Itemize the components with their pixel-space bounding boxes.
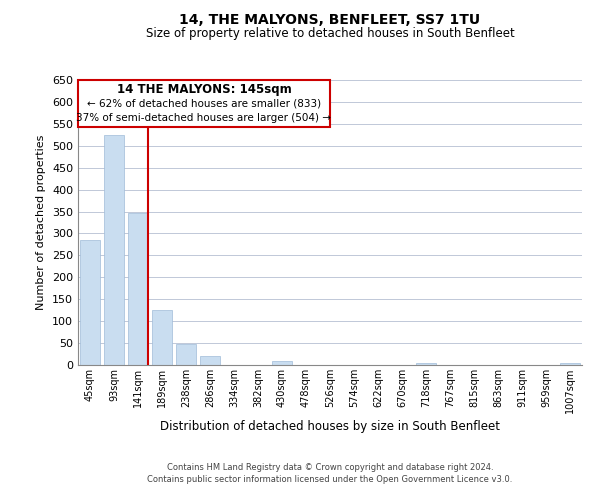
Text: ← 62% of detached houses are smaller (833): ← 62% of detached houses are smaller (83… <box>87 98 321 108</box>
Bar <box>152 310 172 365</box>
Bar <box>128 213 148 365</box>
Bar <box>176 344 196 365</box>
Text: Size of property relative to detached houses in South Benfleet: Size of property relative to detached ho… <box>146 28 514 40</box>
Bar <box>560 363 580 365</box>
Bar <box>200 356 220 365</box>
Text: 14 THE MALYONS: 145sqm: 14 THE MALYONS: 145sqm <box>116 83 292 96</box>
Bar <box>80 240 100 365</box>
Y-axis label: Number of detached properties: Number of detached properties <box>37 135 46 310</box>
X-axis label: Distribution of detached houses by size in South Benfleet: Distribution of detached houses by size … <box>160 420 500 433</box>
Bar <box>104 135 124 365</box>
Bar <box>272 362 292 365</box>
Text: 37% of semi-detached houses are larger (504) →: 37% of semi-detached houses are larger (… <box>77 113 331 123</box>
Text: Contains HM Land Registry data © Crown copyright and database right 2024.: Contains HM Land Registry data © Crown c… <box>167 464 493 472</box>
Text: 14, THE MALYONS, BENFLEET, SS7 1TU: 14, THE MALYONS, BENFLEET, SS7 1TU <box>179 12 481 26</box>
FancyBboxPatch shape <box>78 80 330 127</box>
Text: Contains public sector information licensed under the Open Government Licence v3: Contains public sector information licen… <box>148 475 512 484</box>
Bar <box>416 363 436 365</box>
